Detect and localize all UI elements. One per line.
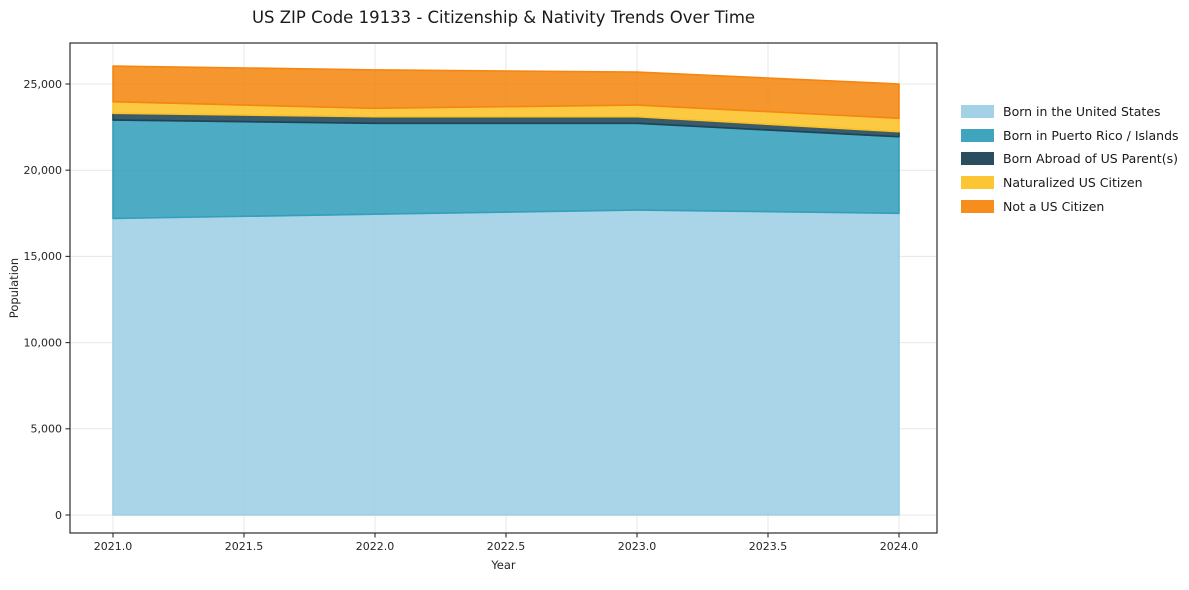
chart-title: US ZIP Code 19133 - Citizenship & Nativi… <box>251 8 756 27</box>
x-tick-label: 2022.5 <box>487 540 526 553</box>
ticks: 2021.0 2021.5 2022.0 2022.5 2023.0 2023.5 2024… <box>24 78 919 553</box>
legend-swatch <box>961 199 994 213</box>
area-series-1 <box>112 119 900 220</box>
y-tick-label: 10,000 <box>24 336 63 349</box>
y-tick-label: 25,000 <box>24 78 63 91</box>
legend-label: Naturalized US Citizen <box>1003 175 1143 191</box>
x-tick-label: 2024.0 <box>880 540 919 553</box>
x-tick-label: 2023.0 <box>618 540 657 553</box>
x-tick-label: 2021.5 <box>225 540 264 553</box>
legend-item: Naturalized US Citizen <box>961 171 1179 195</box>
area-series-4 <box>112 65 900 120</box>
legend-item: Not a US Citizen <box>961 194 1179 218</box>
legend-label: Born in the United States <box>1003 104 1161 120</box>
area-series-0 <box>112 209 900 516</box>
legend-swatch <box>961 128 994 142</box>
legend-swatch <box>961 176 994 190</box>
legend-label: Born in Puerto Rico / Islands <box>1003 127 1179 143</box>
x-tick-label: 2021.0 <box>94 540 133 553</box>
legend-swatch <box>961 152 994 166</box>
legend-label: Born Abroad of US Parent(s) <box>1003 151 1178 167</box>
y-tick-label: 0 <box>55 509 62 522</box>
axes-box <box>69 42 938 534</box>
y-tick-label: 5,000 <box>31 423 63 436</box>
legend-item: Born in the United States <box>961 100 1179 124</box>
y-tick-label: 15,000 <box>24 250 63 263</box>
legend: Born in the United States Born in Puerto … <box>961 100 1179 218</box>
legend-item: Born in Puerto Rico / Islands <box>961 124 1179 148</box>
legend-swatch <box>961 105 994 119</box>
y-tick-label: 20,000 <box>24 164 63 177</box>
legend-label: Not a US Citizen <box>1003 198 1105 214</box>
x-axis-label: Year <box>491 558 516 572</box>
stacked-areas <box>112 65 900 516</box>
x-tick-label: 2023.5 <box>749 540 788 553</box>
x-tick-label: 2022.0 <box>356 540 395 553</box>
legend-item: Born Abroad of US Parent(s) <box>961 147 1179 171</box>
